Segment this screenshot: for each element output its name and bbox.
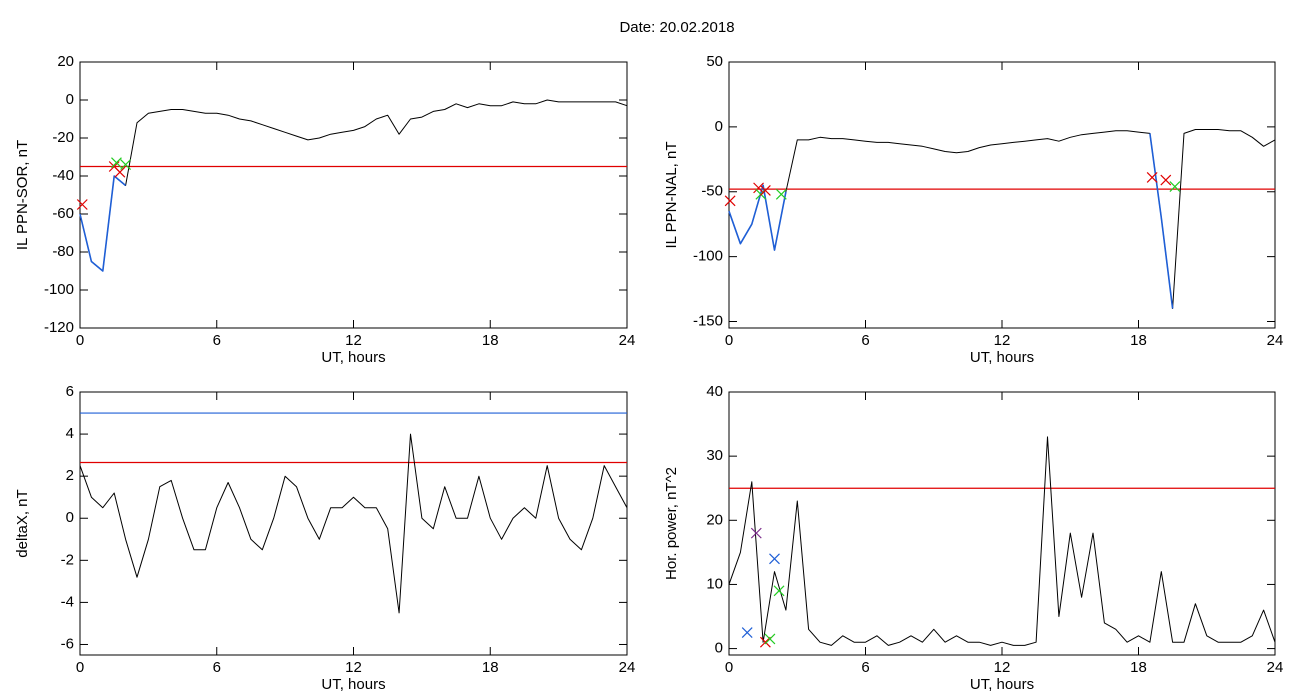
cross-marker [759,636,771,648]
y-tick-label: -150 [693,312,723,329]
x-axis-label: UT, hours [321,349,385,366]
y-axis-label: deltaX, nT [14,489,31,557]
x-tick-label: 24 [619,659,636,676]
y-tick-label: -20 [52,129,74,146]
y-tick-label: -50 [701,183,723,200]
y-tick-label: -6 [61,635,74,652]
y-tick-label: -4 [61,593,74,610]
cross-marker [120,159,132,171]
cross-marker [750,527,762,539]
y-tick-label: -120 [44,319,74,336]
cross-marker [1160,174,1172,186]
x-tick-label: 24 [619,332,636,349]
x-tick-label: 6 [213,332,221,349]
x-tick-label: 12 [994,332,1011,349]
cross-marker [769,553,780,565]
y-tick-label: -60 [52,205,74,222]
x-tick-label: 0 [76,332,84,349]
x-tick-label: 24 [1267,659,1284,676]
y-tick-label: 0 [715,640,723,657]
x-axis-label: UT, hours [970,676,1034,693]
y-tick-label: 50 [706,53,723,70]
x-tick-label: 6 [861,659,869,676]
y-tick-label: 2 [66,467,74,484]
cross-marker [764,633,776,645]
page-title: Date: 20.02.2018 [619,19,734,36]
y-tick-label: 6 [66,383,74,400]
y-axis-label: IL PPN-SOR, nT [14,140,31,250]
y-tick-label: -100 [693,248,723,265]
y-tick-label: -80 [52,243,74,260]
data-line [79,99,628,272]
x-tick-label: 6 [213,659,221,676]
data-line [728,133,1174,309]
cross-marker [1146,172,1158,183]
x-tick-label: 18 [482,332,499,349]
y-tick-label: 10 [706,575,723,592]
y-tick-label: -40 [52,167,74,184]
y-axis-label: IL PPN-NAL, nT [663,142,680,249]
y-tick-label: 20 [706,511,723,528]
plot-frame [79,61,628,329]
y-tick-label: 0 [66,91,74,108]
y-tick-label: -100 [44,281,74,298]
data-line [728,129,1276,309]
plot-frame [79,391,628,656]
x-axis-label: UT, hours [321,676,385,693]
y-tick-label: 0 [715,118,723,135]
x-tick-label: 12 [994,659,1011,676]
cross-marker [1169,181,1181,192]
y-tick-label: 4 [66,425,74,442]
data-line [79,433,628,614]
y-tick-label: -2 [61,551,74,568]
data-line [79,175,127,272]
cross-marker [76,199,88,210]
cross-marker [775,188,787,200]
x-tick-label: 0 [725,332,733,349]
x-tick-label: 0 [725,659,733,676]
plot-frame [728,61,1276,329]
cross-marker [724,195,736,207]
cross-marker [773,585,785,597]
cross-marker [111,157,122,169]
x-tick-label: 24 [1267,332,1284,349]
data-line [728,436,1276,646]
cross-marker [759,185,771,196]
y-tick-label: 30 [706,447,723,464]
y-tick-label: 20 [57,53,74,70]
x-tick-label: 18 [1130,659,1147,676]
y-tick-label: 0 [66,509,74,526]
x-tick-label: 6 [861,332,869,349]
x-tick-label: 12 [345,332,362,349]
x-tick-label: 12 [345,659,362,676]
plot-frame [728,391,1276,656]
x-tick-label: 18 [482,659,499,676]
cross-marker [741,627,753,638]
cross-marker [753,182,764,194]
y-tick-label: 40 [706,383,723,400]
cross-marker [114,166,126,178]
x-tick-label: 18 [1130,332,1147,349]
x-axis-label: UT, hours [970,349,1034,366]
x-tick-label: 0 [76,659,84,676]
y-axis-label: Hor. power, nT^2 [663,467,680,580]
